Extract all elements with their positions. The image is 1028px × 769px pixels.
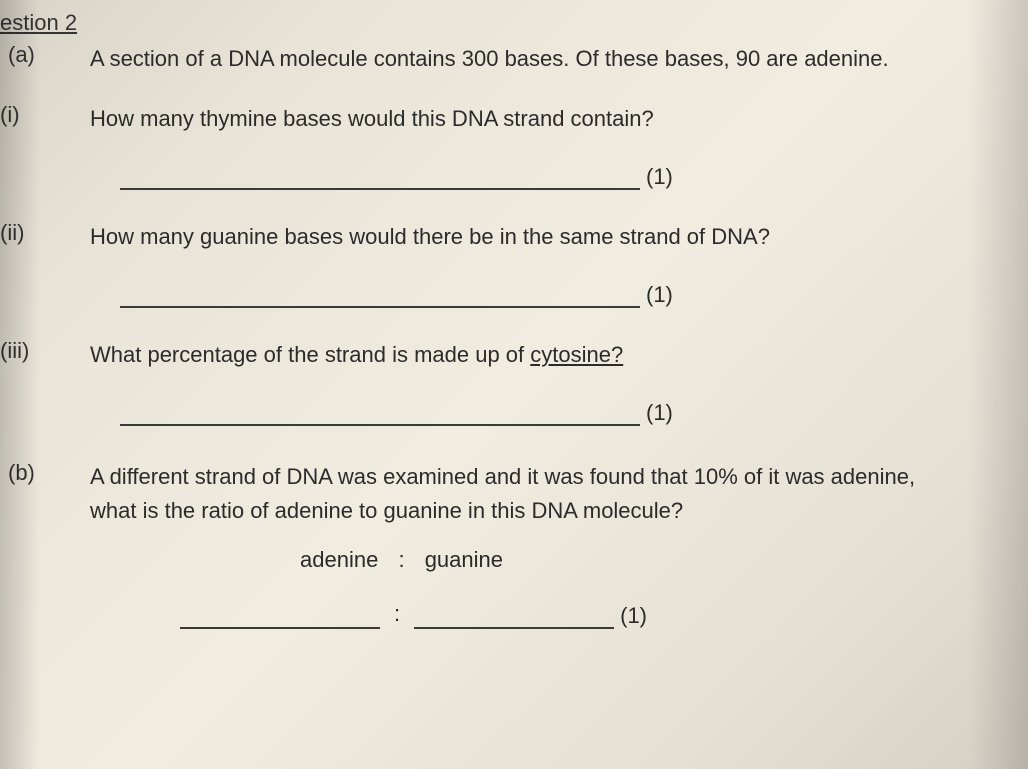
part-a-ii-blank[interactable]	[120, 284, 640, 308]
part-a-iii-text: What percentage of the strand is made up…	[90, 338, 988, 372]
part-a-i-answer: (1)	[120, 164, 988, 190]
part-b-blank-right[interactable]	[414, 605, 614, 629]
part-a-iii-pre: What percentage of the strand is made up…	[90, 342, 530, 367]
ratio-left-label: adenine	[300, 547, 378, 572]
part-a-row: (a) A section of a DNA molecule contains…	[0, 42, 988, 76]
part-b-answer: : (1)	[180, 601, 988, 629]
part-a-iii-blank[interactable]	[120, 402, 640, 426]
part-a-ii-answer: (1)	[120, 282, 988, 308]
ratio-right-label: guanine	[425, 547, 503, 572]
part-a-iii-mark: (1)	[646, 400, 673, 426]
part-a-i-label: (i)	[0, 102, 90, 128]
ratio-label-line: adenine : guanine	[300, 547, 988, 573]
part-b-mark: (1)	[620, 603, 647, 629]
part-b-row: (b) A different strand of DNA was examin…	[0, 460, 988, 528]
part-a-iii-label: (iii)	[0, 338, 90, 364]
question-heading: estion 2	[0, 10, 988, 36]
part-a-i-row: (i) How many thymine bases would this DN…	[0, 102, 988, 136]
part-b-label: (b)	[0, 460, 90, 486]
part-b-blank-left[interactable]	[180, 605, 380, 629]
part-a-iii-row: (iii) What percentage of the strand is m…	[0, 338, 988, 372]
part-a-ii-text: How many guanine bases would there be in…	[90, 220, 988, 254]
part-a-ii-mark: (1)	[646, 282, 673, 308]
part-a-i-blank[interactable]	[120, 166, 640, 190]
part-a-i-text: How many thymine bases would this DNA st…	[90, 102, 988, 136]
part-a-iii-answer: (1)	[120, 400, 988, 426]
part-a-iii-underlined: cytosine?	[530, 342, 623, 367]
part-a-label: (a)	[0, 42, 90, 68]
part-a-intro: A section of a DNA molecule contains 300…	[90, 42, 988, 76]
part-a-ii-row: (ii) How many guanine bases would there …	[0, 220, 988, 254]
part-a-ii-label: (ii)	[0, 220, 90, 246]
ratio-sep-label: :	[398, 547, 404, 572]
part-b-text: A different strand of DNA was examined a…	[90, 460, 988, 528]
ratio-sep-answer: :	[394, 601, 400, 629]
part-a-i-mark: (1)	[646, 164, 673, 190]
worksheet-page: estion 2 (a) A section of a DNA molecule…	[0, 10, 988, 759]
